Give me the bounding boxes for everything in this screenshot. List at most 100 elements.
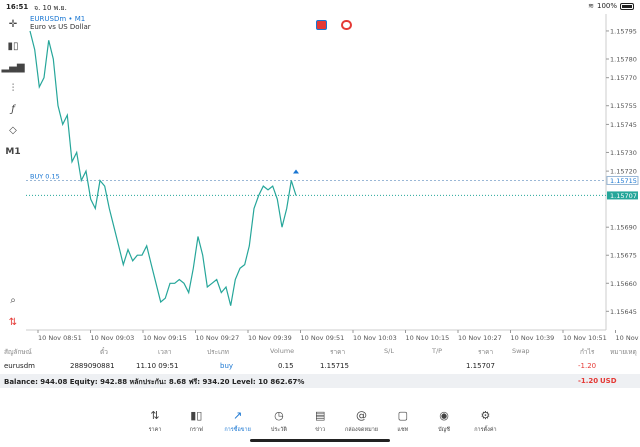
account-icon: ◉	[439, 409, 449, 422]
nav-news[interactable]: ▤ ข่าว	[298, 409, 342, 434]
time-tick-label: 10 Nov 10:39	[511, 334, 555, 342]
nav-settings[interactable]: ⚙ การตั้งค่า	[463, 409, 507, 434]
total-profit: -1.20	[578, 377, 599, 385]
nav-label: การซื้อขาย	[224, 427, 251, 433]
nav-label: ราคา	[148, 427, 162, 433]
trade-buttons	[316, 20, 352, 30]
trade-icon: ↗	[232, 409, 243, 422]
price-tick-label: 1.15645	[610, 308, 637, 316]
nav-quotes[interactable]: ⇅ ราคา	[133, 409, 177, 434]
time-tick-label: 10 Nov 09:03	[91, 334, 135, 342]
bid-price-box	[607, 191, 638, 200]
battery-percent: 100%	[596, 2, 617, 10]
objects-icon[interactable]: ◇	[9, 124, 17, 136]
settings-sliders-icon[interactable]: ⫶	[11, 82, 15, 94]
order-price-label: 1.15715	[610, 177, 637, 185]
crosshair-icon[interactable]: ✛	[8, 18, 18, 30]
nav-history[interactable]: ◷ ประวัติ	[257, 409, 301, 434]
table-cell: 2889090881	[70, 362, 115, 370]
time-tick-label: 10 Nov 09:51	[301, 334, 345, 342]
indicators-icon[interactable]: ▂▄▆	[1, 61, 25, 73]
nav-label: ข่าว	[315, 427, 326, 433]
price-tick-label: 1.15745	[610, 121, 637, 129]
order-price-box	[606, 175, 639, 185]
table-cell: 1.15707	[466, 362, 495, 370]
currency: USD	[600, 377, 617, 385]
zoom-icon[interactable]: ⌕	[10, 294, 16, 306]
balance-text: Balance: 944.08 Equity: 942.88 หลักประกั…	[4, 378, 305, 386]
column-header[interactable]: ตั๋ว	[100, 348, 108, 356]
clock: 16:51	[6, 3, 29, 11]
settings-icon: ⚙	[480, 409, 491, 422]
column-header[interactable]: สัญลักษณ์	[4, 348, 32, 356]
time-tick-label: 10 Nov 10:27	[458, 334, 502, 342]
time-tick-label: 10 Nov 10:15	[406, 334, 450, 342]
nav-label: ประวัติ	[270, 427, 287, 433]
price-chart[interactable]: EURUSDm • M1 Euro vs US Dollar 1.15795 1.…	[26, 14, 640, 344]
nav-label: แชท	[397, 427, 409, 433]
quotes-icon: ⇅	[150, 409, 160, 422]
mail-icon: @	[356, 409, 367, 422]
time-tick-label: 10 Nov 09:39	[248, 334, 292, 342]
column-header[interactable]: T/P	[432, 347, 443, 355]
candles-icon[interactable]: ▮▯	[7, 40, 19, 52]
date-label: จ. 10 พ.ย.	[34, 4, 67, 12]
column-header[interactable]: ราคา	[478, 348, 494, 356]
column-header[interactable]: Swap	[512, 347, 530, 355]
price-tick-label: 1.15660	[610, 280, 637, 288]
order-marker	[293, 169, 299, 174]
chart-icon: ▮▯	[190, 409, 203, 422]
news-icon: ▤	[314, 409, 326, 422]
price-tick-label: 1.15795	[610, 27, 637, 35]
symbol-description: Euro vs US Dollar	[30, 23, 91, 31]
price-tick-label: 1.15675	[610, 252, 637, 260]
table-cell: 11.10 09:51	[136, 362, 179, 370]
one-click-trade-icon[interactable]: ⇅	[8, 316, 18, 328]
wifi-icon: ≋	[588, 2, 594, 10]
column-header[interactable]: S/L	[384, 347, 394, 355]
order-label: BUY 0.15	[30, 172, 60, 180]
column-header[interactable]: ประเภท	[207, 348, 229, 356]
price-tick-label: 1.15720	[610, 168, 637, 176]
time-tick-label: 10 Nov 10:51	[563, 334, 607, 342]
column-header[interactable]: หมายเหตุ	[610, 348, 637, 356]
balance-bar: Balance: 944.08 Equity: 942.88 หลักประกั…	[0, 374, 640, 388]
symbol-title[interactable]: EURUSDm • M1	[30, 15, 86, 23]
table-cell: eurusdm	[4, 362, 35, 370]
price-series-line	[29, 30, 297, 306]
table-cell: 0.15	[278, 362, 294, 370]
function-icon[interactable]: ƒ	[11, 103, 15, 115]
home-indicator	[250, 439, 390, 442]
time-tick-label: 10 Nov 11:0	[616, 334, 640, 342]
column-header[interactable]: Volume	[270, 347, 295, 355]
bottom-nav: ⇅ ราคา ▮▯ กราฟ ↗ การซื้อขาย ◷ ประวัติ ▤ ข่าว @ กล่อ…	[0, 403, 640, 447]
chart-canvas[interactable]: 1.15795 1.15780 1.15770 1.15755 1.15745 1.157…	[26, 14, 640, 344]
nav-mail[interactable]: @ กล่องจดหมาย	[340, 409, 384, 434]
price-tick-label: 1.15690	[610, 224, 637, 232]
nav-label: กล่องจดหมาย	[344, 427, 379, 433]
close-position-icon[interactable]	[341, 20, 352, 30]
nav-label: กราฟ	[189, 427, 203, 433]
status-icons: ≋ 100%	[588, 2, 634, 10]
bid-price-label: 1.15707	[610, 192, 637, 200]
sell-buy-icon[interactable]	[316, 20, 327, 30]
nav-account[interactable]: ◉ บัญชี	[422, 409, 466, 434]
nav-chat[interactable]: ▢ แชท	[381, 409, 425, 434]
table-cell: 1.15715	[320, 362, 349, 370]
timeframe-button[interactable]: M1	[5, 147, 21, 157]
nav-chart[interactable]: ▮▯ กราฟ	[174, 409, 218, 434]
price-tick-label: 1.15780	[610, 55, 637, 63]
time-tick-label: 10 Nov 08:51	[38, 334, 82, 342]
nav-label: บัญชี	[438, 427, 451, 433]
column-header[interactable]: เวลา	[158, 348, 172, 356]
table-cell: buy	[220, 362, 234, 370]
time-tick-label: 10 Nov 10:03	[353, 334, 397, 342]
column-header[interactable]: ราคา	[330, 348, 346, 356]
nav-trade[interactable]: ↗ การซื้อขาย	[216, 409, 260, 434]
price-tick-label: 1.15730	[610, 149, 637, 157]
battery-icon	[620, 2, 634, 10]
time-tick-label: 10 Nov 09:15	[143, 334, 187, 342]
column-header[interactable]: กำไร	[580, 348, 595, 356]
chat-icon: ▢	[397, 409, 408, 422]
nav-label: การตั้งค่า	[474, 427, 497, 433]
